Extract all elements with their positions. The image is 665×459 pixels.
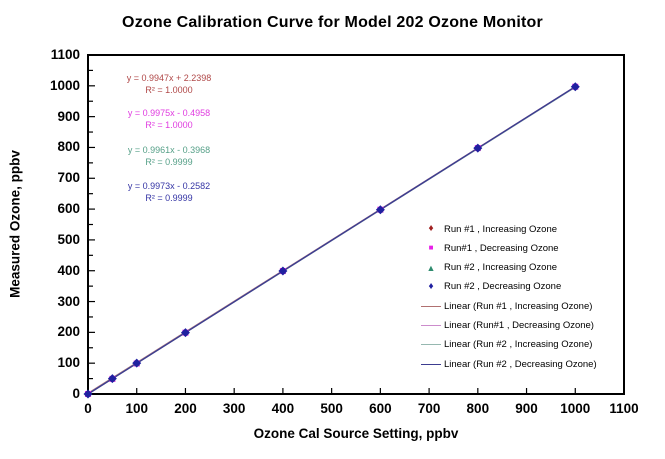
data-point-marker [375,205,385,215]
y-tick-label: 800 [57,139,80,155]
x-tick-label: 600 [369,401,392,416]
legend-marker-swatch: ♦ [418,224,444,234]
legend-label: Run #2 , Decreasing Ozone [444,281,562,293]
legend-row: ♦ Run #1 , Increasing Ozone [418,220,557,239]
trendline-swatch [421,305,441,307]
data-point-marker [570,82,580,92]
legend-label: Linear (Run #2 , Increasing Ozone) [444,339,593,351]
y-tick-label: 900 [57,108,80,124]
x-axis-title: Ozone Cal Source Setting, ppbv [253,426,459,441]
legend-line-swatch [418,344,444,346]
legend-marker-swatch: ■ [418,243,444,253]
x-tick-label: 800 [466,401,490,416]
legend-label: Run #1 , Increasing Ozone [444,223,558,235]
equation-block: y = 0.9947x + 2.2398 R² = 1.0000 [110,72,228,97]
legend-marker-swatch: ♦ [418,280,444,292]
equation-text: y = 0.9975x - 0.4958 [127,107,211,118]
y-tick-label: 1100 [50,47,80,62]
legend-row: Linear (Run#1 , Decreasing Ozone) [418,316,594,335]
y-tick-label: 0 [72,386,80,401]
x-tick-label: 500 [320,401,343,416]
y-tick-label: 700 [57,170,80,186]
data-point-marker [278,266,288,276]
r-squared-text: R² = 0.9999 [145,193,193,203]
legend-row: ■ Run#1 , Decreasing Ozone [418,239,559,258]
legend-label: Run#1 , Decreasing Ozone [444,242,559,254]
legend-marker-swatch: ▲ [418,263,444,273]
equation-block: y = 0.9973x - 0.2582 R² = 0.9999 [110,180,228,205]
legend-line-swatch [418,325,444,327]
data-point-marker [107,374,117,384]
y-tick-label: 100 [57,355,80,371]
data-point-marker [132,358,142,368]
data-point-marker [180,328,190,338]
x-tick-label: 1000 [560,401,591,416]
equation-text: y = 0.9961x - 0.3968 [127,144,211,155]
r-squared-text: R² = 1.0000 [145,120,193,130]
trendline-swatch [421,363,441,365]
legend-row: Linear (Run #2 , Decreasing Ozone) [418,355,597,374]
diamond-marker-icon: ♦ [428,223,434,234]
x-tick-label: 400 [271,401,295,416]
equation-text: y = 0.9947x + 2.2398 [126,72,212,83]
y-tick-label: 1000 [49,77,80,93]
x-tick-label: 200 [174,401,197,416]
legend-label: Linear (Run #1 , Increasing Ozone) [444,300,593,312]
x-tick-label: 900 [515,401,538,416]
legend-line-swatch [418,305,444,307]
chart-title: Ozone Calibration Curve for Model 202 Oz… [122,14,543,31]
legend-row: ▲ Run #2 , Increasing Ozone [418,258,557,277]
square-marker-icon: ■ [428,243,434,253]
legend-row: Linear (Run #1 , Increasing Ozone) [418,297,592,316]
legend-label: Run #2 , Increasing Ozone [444,262,558,274]
equation-text: y = 0.9973x - 0.2582 [127,180,211,191]
legend-row: Linear (Run #2 , Increasing Ozone) [418,335,592,354]
r-squared-text: R² = 0.9999 [145,157,193,167]
legend-line-swatch [418,363,444,365]
data-point-marker [473,143,483,153]
plot-border [87,54,625,395]
diamond-marker-icon: ♦ [428,280,434,292]
trendline-swatch [421,325,441,327]
x-tick-label: 700 [417,401,441,416]
data-point-marker [83,389,93,399]
x-tick-label: 0 [84,401,92,416]
r-squared-text: R² = 1.0000 [145,85,193,95]
trendline-swatch [421,344,441,346]
x-tick-label: 100 [125,401,148,416]
y-tick-label: 400 [57,262,80,278]
y-tick-label: 600 [57,201,80,217]
legend-label: Linear (Run #2 , Decreasing Ozone) [444,358,597,370]
y-tick-label: 500 [57,231,80,247]
x-tick-label: 1100 [609,401,639,416]
y-tick-label: 300 [57,293,80,309]
x-tick-label: 300 [222,401,246,416]
trendline [87,86,576,395]
legend-row: ♦ Run #2 , Decreasing Ozone [418,277,561,296]
y-axis-title: Measured Ozone, ppbv [7,150,23,298]
equation-block: y = 0.9961x - 0.3968 R² = 0.9999 [110,144,228,169]
legend-label: Linear (Run#1 , Decreasing Ozone) [444,320,594,332]
triangle-marker-icon: ▲ [426,262,436,273]
equation-block: y = 0.9975x - 0.4958 R² = 1.0000 [110,107,228,132]
y-tick-label: 200 [57,324,80,340]
